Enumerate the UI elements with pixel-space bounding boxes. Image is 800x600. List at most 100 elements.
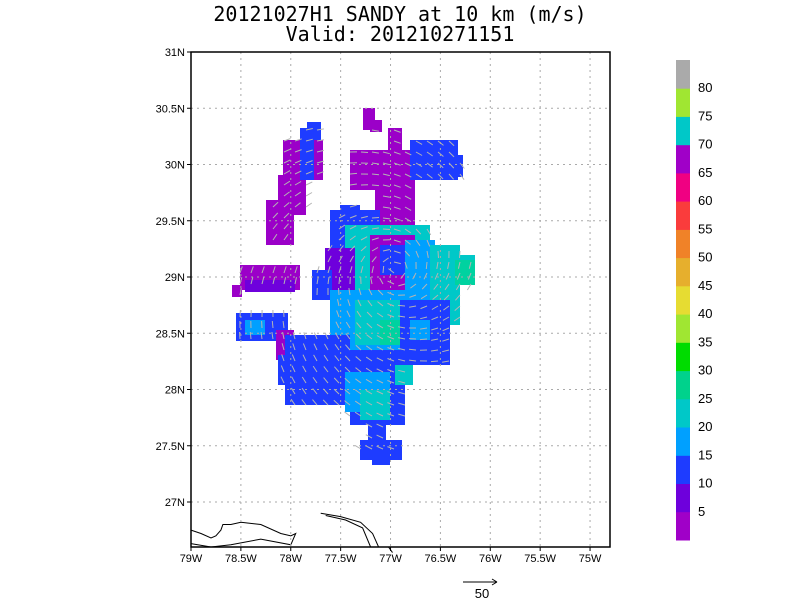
wind-arrow — [409, 359, 417, 362]
wind-arrow — [382, 257, 389, 263]
wind-arrow — [354, 400, 362, 406]
wind-arrow — [281, 354, 285, 362]
wind-arrow — [431, 305, 439, 310]
wind-arrow — [371, 162, 379, 165]
wind-arrow — [349, 245, 356, 252]
wind-cell — [455, 155, 463, 177]
latitude-tick-label: 28.5N — [156, 328, 185, 340]
wind-arrow — [371, 247, 379, 252]
wind-arrow — [431, 349, 439, 352]
wind-arrow — [426, 228, 432, 236]
colorbar-segment — [676, 314, 690, 343]
wind-arrow — [382, 265, 385, 274]
wind-arrow — [420, 316, 428, 320]
coastline — [190, 521, 297, 548]
wind-arrow — [442, 360, 450, 363]
wind-arrow — [365, 356, 373, 362]
wind-arrow — [420, 294, 428, 300]
wind-arrow — [398, 402, 406, 406]
wind-arrow — [360, 246, 367, 252]
wind-arrow — [250, 277, 254, 285]
reference-vector: 50 — [463, 578, 498, 600]
wind-arrow — [377, 289, 384, 296]
colorbar-label: 30 — [698, 363, 712, 378]
wind-arrow — [420, 327, 428, 330]
latitude-tick-label: 27.5N — [156, 441, 185, 453]
wind-arrow — [283, 170, 291, 175]
wind-arrow — [387, 446, 395, 450]
wind-arrow — [419, 338, 428, 341]
wind-arrow — [371, 256, 377, 263]
wind-cell — [388, 128, 402, 150]
wind-cell — [312, 270, 332, 300]
wind-cell — [370, 120, 382, 132]
wind-cell — [300, 380, 345, 405]
wind-arrow — [344, 366, 351, 373]
wind-arrow — [354, 444, 362, 450]
wind-arrow — [430, 360, 439, 363]
wind-arrow — [355, 378, 362, 384]
wind-arrow — [344, 411, 351, 417]
wind-cell — [300, 140, 314, 180]
colorbar-label: 50 — [698, 250, 712, 265]
wind-arrow — [415, 239, 421, 246]
wind-arrow — [301, 399, 307, 406]
wind-arrow — [323, 354, 329, 362]
wind-arrow — [404, 261, 408, 269]
wind-arrow — [354, 411, 362, 417]
wind-arrow — [337, 299, 340, 307]
wind-arrow — [346, 310, 351, 318]
wind-arrow — [387, 314, 395, 318]
wind-arrow — [316, 128, 324, 131]
wind-arrow — [437, 173, 444, 180]
wind-arrow — [323, 366, 329, 373]
wind-arrow — [365, 412, 373, 417]
wind-arrow — [327, 245, 333, 252]
wind-cell — [360, 440, 402, 460]
wind-arrow — [360, 226, 368, 230]
wind-arrow — [271, 332, 274, 340]
longitude-tick-label: 76.5W — [425, 553, 457, 565]
wind-cell — [395, 365, 413, 385]
latitude-tick-label: 29.5N — [156, 216, 185, 228]
wind-arrow — [294, 266, 298, 274]
wind-arrow — [283, 234, 289, 241]
wind-field-layer — [232, 108, 475, 465]
wind-arrow — [271, 320, 274, 329]
wind-arrow — [313, 343, 318, 351]
wind-arrow — [388, 268, 395, 274]
colorbar-segment — [676, 427, 690, 456]
wind-arrow — [349, 235, 356, 241]
wind-arrow — [333, 377, 340, 384]
wind-arrow — [455, 283, 461, 291]
wind-arrow — [371, 266, 374, 274]
wind-arrow — [387, 391, 395, 395]
colorbar: 5 10 15 20 25 30 35 40 45 50 55 60 65 70 75 80 — [676, 60, 712, 541]
wind-arrow — [408, 348, 417, 351]
wind-arrow — [467, 272, 472, 280]
wind-arrow — [408, 316, 417, 318]
colorbar-label: 15 — [698, 447, 712, 462]
wind-arrow — [442, 349, 450, 353]
wind-arrow — [448, 140, 455, 147]
wind-arrow — [376, 390, 384, 395]
wind-arrow — [448, 151, 455, 158]
wind-arrow — [305, 170, 313, 175]
wind-arrow — [272, 233, 278, 241]
wind-arrow — [334, 332, 340, 340]
wind-arrow — [404, 217, 412, 223]
latitude-tick-label: 29N — [165, 272, 185, 284]
wind-arrow — [348, 288, 351, 296]
wind-arrow — [291, 376, 296, 384]
wind-arrow — [333, 399, 340, 406]
wind-arrow — [382, 195, 390, 198]
wind-arrow — [425, 261, 428, 270]
wind-cell — [410, 140, 458, 180]
wind-arrow — [376, 368, 384, 373]
wind-arrow — [393, 261, 401, 265]
wind-arrow — [393, 129, 401, 133]
wind-arrow — [382, 184, 390, 187]
wind-arrow — [393, 250, 401, 254]
wind-cell — [360, 390, 390, 420]
wind-arrow — [290, 387, 296, 395]
